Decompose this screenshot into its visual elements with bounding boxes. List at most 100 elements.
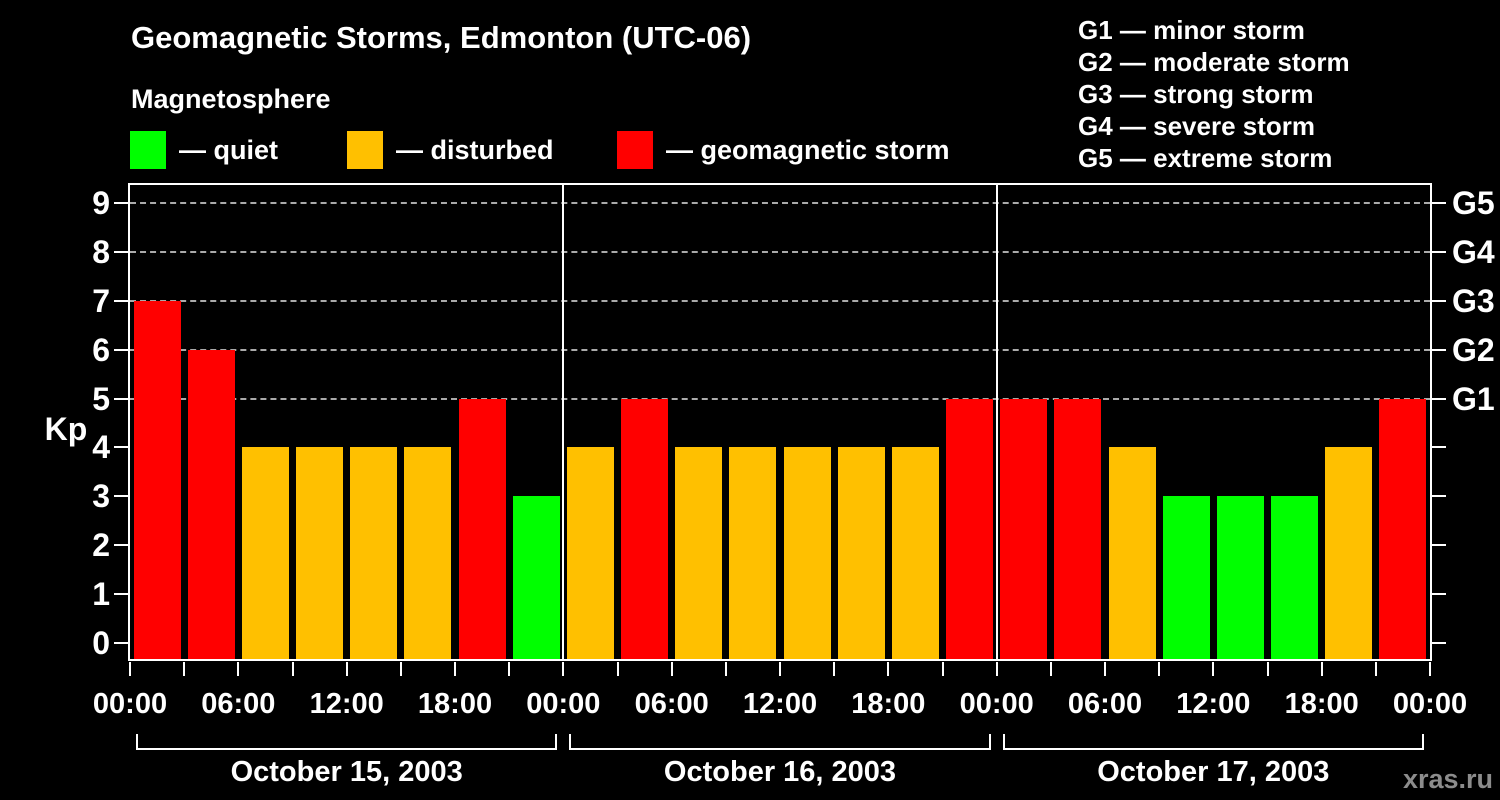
x-axis-tick xyxy=(779,662,781,676)
gridline-kp6 xyxy=(130,348,1430,351)
chart-subtitle: Magnetosphere xyxy=(131,84,331,114)
y-axis-tick-label: 2 xyxy=(92,527,110,564)
disturbed-swatch-icon xyxy=(347,131,383,169)
x-axis-tick xyxy=(237,662,240,676)
kp-bar xyxy=(1379,398,1427,659)
y-axis-tick-label: 6 xyxy=(92,331,110,368)
y-axis-tick-label: 0 xyxy=(92,625,110,661)
kp-bar xyxy=(350,447,398,659)
right-axis-tick xyxy=(1432,544,1446,547)
chart-title: Geomagnetic Storms, Edmonton (UTC-06) xyxy=(131,20,752,55)
kp-bar xyxy=(458,398,506,659)
legend-item-quiet: — quiet xyxy=(130,131,278,169)
x-axis-time-label: 18:00 xyxy=(1284,688,1359,720)
y-axis-tick-label: 3 xyxy=(92,478,110,515)
right-axis-tick xyxy=(1432,593,1446,596)
right-axis-tick xyxy=(1432,250,1446,253)
x-axis-time-label: 06:00 xyxy=(634,688,709,720)
g-legend-line-g4: G4 — severe storm xyxy=(1078,111,1316,141)
y-axis-tick xyxy=(114,348,128,351)
kp-bar xyxy=(566,447,614,659)
g-scale-tick-label: G3 xyxy=(1452,282,1495,319)
right-axis-tick xyxy=(1432,397,1446,400)
y-axis-label: Kp xyxy=(44,411,88,447)
g-legend-line-g1: G1 — minor storm xyxy=(1078,15,1305,45)
kp-bar xyxy=(1162,496,1210,659)
x-axis-tick xyxy=(1320,662,1323,676)
plot-area xyxy=(128,183,1432,661)
date-bracket-end xyxy=(136,734,138,750)
g-legend-line-g5: G5 — extreme storm xyxy=(1078,143,1333,173)
g-scale-tick-label: G2 xyxy=(1452,331,1495,368)
kp-bar xyxy=(1000,398,1048,659)
y-axis-tick xyxy=(114,544,128,547)
right-axis-tick xyxy=(1432,642,1446,644)
date-bracket-end xyxy=(569,734,572,750)
x-axis-tick xyxy=(1212,662,1215,676)
right-axis-tick xyxy=(1432,299,1446,302)
x-axis-tick xyxy=(291,662,294,676)
x-axis-tick xyxy=(1429,662,1431,676)
y-axis-tick xyxy=(114,397,128,400)
x-axis-time-label: 06:00 xyxy=(1067,688,1143,720)
kp-bar xyxy=(621,398,669,659)
y-axis-tick xyxy=(114,642,128,644)
kp-bar xyxy=(296,447,344,659)
x-axis-tick xyxy=(183,662,186,676)
day-separator xyxy=(995,185,998,659)
y-axis-tick xyxy=(114,446,128,449)
y-axis-tick xyxy=(114,201,128,204)
x-axis-tick xyxy=(1104,662,1106,676)
x-axis-tick xyxy=(129,662,131,676)
g-legend-line-g2: G2 — moderate storm xyxy=(1078,47,1350,77)
x-axis-time-label: 00:00 xyxy=(92,688,168,720)
x-axis-tick xyxy=(345,662,348,676)
kp-bar xyxy=(187,349,235,659)
date-bracket xyxy=(136,748,558,750)
y-axis-tick-label: 9 xyxy=(92,184,110,221)
x-axis-tick xyxy=(1374,662,1377,676)
gridline-kp8 xyxy=(130,250,1430,253)
kp-bar xyxy=(783,447,831,659)
y-axis-tick-label: 8 xyxy=(92,233,110,270)
date-bracket-end xyxy=(1422,734,1424,750)
kp-bar xyxy=(1108,447,1156,659)
date-label: October 15, 2003 xyxy=(230,756,463,788)
kp-bar xyxy=(241,447,289,659)
kp-bar xyxy=(1271,496,1319,659)
watermark: xras.ru xyxy=(1402,764,1493,794)
kp-bar xyxy=(404,447,452,659)
x-axis-tick xyxy=(670,662,673,676)
legend-item-disturbed: — disturbed xyxy=(347,131,554,169)
x-axis-time-label: 00:00 xyxy=(526,688,601,720)
x-axis-time-label: 18:00 xyxy=(417,688,493,720)
legend-label-storm: — geomagnetic storm xyxy=(666,135,950,165)
legend-label-quiet: — quiet xyxy=(179,135,278,165)
x-axis-tick xyxy=(995,662,998,676)
date-bracket-end xyxy=(988,734,991,750)
x-axis-tick xyxy=(616,662,619,676)
gridline-kp7 xyxy=(130,299,1430,302)
right-axis-tick xyxy=(1432,446,1446,449)
kp-bar xyxy=(729,447,777,659)
y-axis-tick xyxy=(114,593,128,596)
x-axis-time-label: 00:00 xyxy=(959,688,1034,720)
date-label: October 17, 2003 xyxy=(1097,756,1330,788)
date-label: October 16, 2003 xyxy=(663,756,897,788)
storm-swatch-icon xyxy=(617,131,653,169)
date-bracket-end xyxy=(555,734,558,750)
day-separator xyxy=(562,185,565,659)
date-bracket-end xyxy=(1002,734,1005,750)
right-axis-tick xyxy=(1432,201,1446,204)
x-axis-tick xyxy=(1049,662,1052,676)
legend-label-disturbed: — disturbed xyxy=(396,135,554,165)
kp-bar xyxy=(1216,496,1264,659)
y-axis-tick xyxy=(114,299,128,302)
g-scale-tick-label: G1 xyxy=(1452,380,1495,417)
g-scale-legend: G1 — minor storm G2 — moderate storm G3 … xyxy=(1078,14,1350,174)
x-axis-time-label: 12:00 xyxy=(1176,688,1251,720)
kp-bar xyxy=(837,447,885,659)
x-axis-tick xyxy=(508,662,511,676)
gridline-kp9 xyxy=(130,201,1430,204)
